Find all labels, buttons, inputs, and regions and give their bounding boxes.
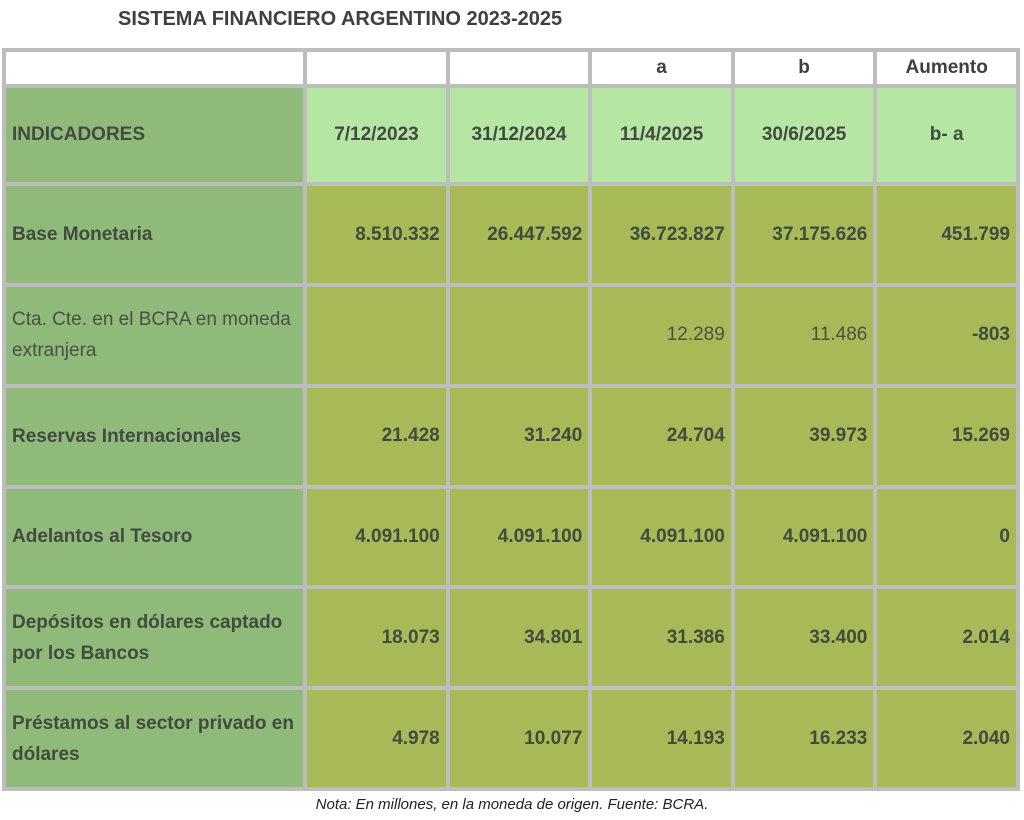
table-row: Cta. Cte. en el BCRA en moneda extranjer… — [6, 287, 1016, 384]
header-indicators: INDICADORES — [6, 87, 304, 183]
page-title: SISTEMA FINANCIERO ARGENTINO 2023-2025 — [118, 8, 563, 30]
letter-cell-b: b — [734, 52, 874, 84]
increase-cell: -803 — [877, 287, 1016, 384]
increase-cell: 451.799 — [877, 186, 1016, 284]
header-date: 31/12/2024 — [449, 87, 589, 183]
value-cell: 31.240 — [449, 387, 589, 485]
table-row: Préstamos al sector privado en dólares 4… — [6, 690, 1016, 787]
header-date: 11/4/2025 — [592, 87, 731, 183]
value-cell: 4.091.100 — [449, 488, 589, 586]
financial-table: a b Aumento INDICADORES 7/12/2023 31/12/… — [2, 48, 1020, 791]
row-label: Cta. Cte. en el BCRA en moneda extranjer… — [6, 287, 304, 384]
value-cell: 21.428 — [307, 387, 446, 485]
increase-cell: 2.040 — [877, 690, 1016, 787]
letter-cell-a: a — [592, 52, 731, 84]
header-row: INDICADORES 7/12/2023 31/12/2024 11/4/20… — [6, 87, 1016, 183]
value-cell: 34.801 — [449, 589, 589, 687]
source-note: Nota: En millones, en la moneda de orige… — [315, 796, 709, 813]
value-cell: 4.091.100 — [307, 488, 446, 586]
table-row: Adelantos al Tesoro 4.091.100 4.091.100 … — [6, 488, 1016, 586]
value-cell: 39.973 — [734, 387, 874, 485]
value-cell: 33.400 — [734, 589, 874, 687]
row-label: Depósitos en dólares captado por los Ban… — [6, 589, 304, 687]
value-cell — [449, 287, 589, 384]
letter-cell-col2 — [449, 52, 589, 84]
value-cell: 36.723.827 — [592, 186, 731, 284]
value-cell: 4.978 — [307, 690, 446, 787]
header-date: 30/6/2025 — [734, 87, 874, 183]
header-increase: b- a — [877, 87, 1016, 183]
increase-cell: 2.014 — [877, 589, 1016, 687]
table-row: Base Monetaria 8.510.332 26.447.592 36.7… — [6, 186, 1016, 284]
value-cell: 31.386 — [592, 589, 731, 687]
value-cell: 16.233 — [734, 690, 874, 787]
value-cell: 26.447.592 — [449, 186, 589, 284]
letter-cell-aumento: Aumento — [877, 52, 1016, 84]
value-cell: 18.073 — [307, 589, 446, 687]
value-cell: 11.486 — [734, 287, 874, 384]
value-cell: 12.289 — [592, 287, 731, 384]
increase-cell: 0 — [877, 488, 1016, 586]
row-label: Reservas Internacionales — [6, 387, 304, 485]
value-cell: 4.091.100 — [592, 488, 731, 586]
value-cell — [307, 287, 446, 384]
table-row: Depósitos en dólares captado por los Ban… — [6, 589, 1016, 687]
value-cell: 4.091.100 — [734, 488, 874, 586]
increase-cell: 15.269 — [877, 387, 1016, 485]
financial-table-container: a b Aumento INDICADORES 7/12/2023 31/12/… — [2, 48, 1020, 791]
value-cell: 14.193 — [592, 690, 731, 787]
value-cell: 8.510.332 — [307, 186, 446, 284]
letter-cell-col1 — [307, 52, 446, 84]
column-letter-row: a b Aumento — [6, 52, 1016, 84]
row-label: Base Monetaria — [6, 186, 304, 284]
value-cell: 10.077 — [449, 690, 589, 787]
header-date: 7/12/2023 — [307, 87, 446, 183]
value-cell: 24.704 — [592, 387, 731, 485]
row-label: Adelantos al Tesoro — [6, 488, 304, 586]
table-row: Reservas Internacionales 21.428 31.240 2… — [6, 387, 1016, 485]
letter-cell-indicators — [6, 52, 304, 84]
value-cell: 37.175.626 — [734, 186, 874, 284]
row-label: Préstamos al sector privado en dólares — [6, 690, 304, 787]
